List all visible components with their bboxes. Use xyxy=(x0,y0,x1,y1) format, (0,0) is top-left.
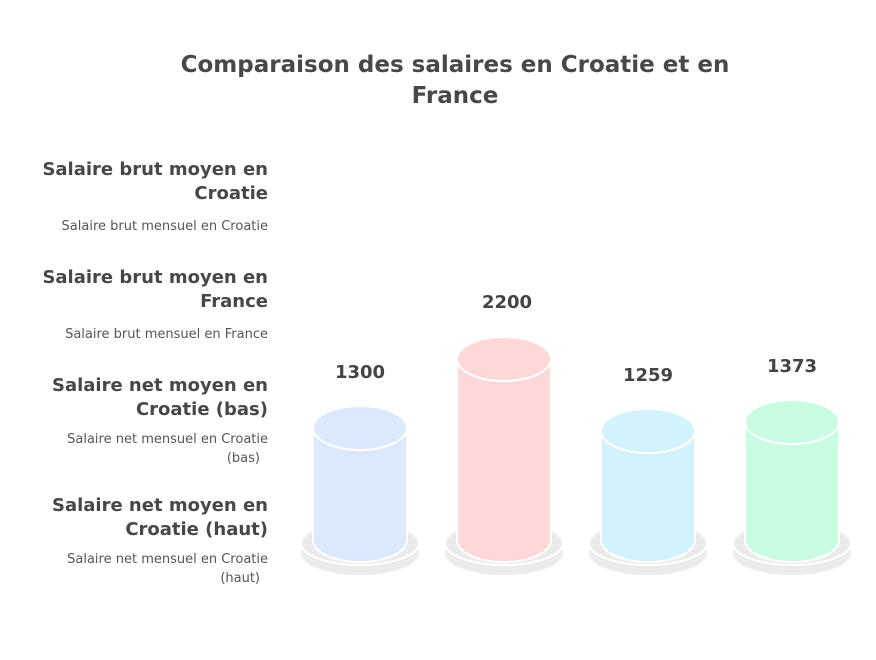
category-title-line: Croatie xyxy=(194,183,268,204)
bar-top xyxy=(312,405,408,451)
category-description: Salaire brut mensuel en France xyxy=(42,325,268,344)
bar-body xyxy=(600,430,696,563)
bar-2200: 2200 xyxy=(444,292,564,575)
chart-title: Comparaison des salaires en Croatie et e… xyxy=(150,50,760,112)
bar-top xyxy=(600,408,696,454)
category-title: Salaire brut moyen en Croatie xyxy=(42,158,268,206)
category-description: Salaire net mensuel en Croatie (bas) xyxy=(52,430,268,468)
category-title-line: Salaire brut moyen en xyxy=(42,267,268,288)
category-title: Salaire brut moyen en France xyxy=(42,266,268,314)
category-title-line: Croatie (haut) xyxy=(125,519,268,540)
bar-top xyxy=(456,336,552,382)
bar-1259: 1259 xyxy=(588,365,708,575)
category-title-line: Salaire brut moyen en xyxy=(42,159,268,180)
category-label-brut-france: Salaire brut moyen en France Salaire bru… xyxy=(42,266,268,344)
category-description-line: Salaire brut mensuel en France xyxy=(65,327,268,342)
category-title-line: Croatie (bas) xyxy=(135,399,268,420)
category-description-line: Salaire net mensuel en Croatie xyxy=(67,552,268,567)
bar-top xyxy=(744,399,840,445)
category-title-line: Salaire net moyen en xyxy=(51,375,268,396)
bar-body xyxy=(744,421,840,563)
bar-1373: 1373 xyxy=(732,356,852,575)
category-label-net-croatie-haut: Salaire net moyen en Croatie (haut) Sala… xyxy=(52,494,268,588)
bar-1300: 1300 xyxy=(300,362,420,575)
bar-value-label: 1373 xyxy=(767,356,817,377)
category-description-line: (bas) xyxy=(226,451,260,466)
bar-value-label: 2200 xyxy=(482,292,532,313)
bar-body xyxy=(312,427,408,563)
category-title-line: France xyxy=(200,291,268,312)
category-description-line: Salaire brut mensuel en Croatie xyxy=(61,219,268,234)
category-label-net-croatie-bas: Salaire net moyen en Croatie (bas) Salai… xyxy=(52,374,268,468)
category-description-line: (haut) xyxy=(220,571,260,586)
bar-body xyxy=(456,358,552,563)
chart-title-line-2: France xyxy=(411,83,499,109)
category-description: Salaire net mensuel en Croatie (haut) xyxy=(52,550,268,588)
category-description-line: Salaire net mensuel en Croatie xyxy=(67,432,268,447)
category-title: Salaire net moyen en Croatie (bas) xyxy=(52,374,268,422)
category-label-brut-croatie: Salaire brut moyen en Croatie Salaire br… xyxy=(42,158,268,236)
bar-value-label: 1259 xyxy=(623,365,673,386)
chart-title-line-1: Comparaison des salaires en Croatie et e… xyxy=(180,52,730,78)
category-description: Salaire brut mensuel en Croatie xyxy=(42,217,268,236)
bar-value-label: 1300 xyxy=(335,362,385,383)
category-title-line: Salaire net moyen en xyxy=(51,495,268,516)
category-title: Salaire net moyen en Croatie (haut) xyxy=(52,494,268,542)
